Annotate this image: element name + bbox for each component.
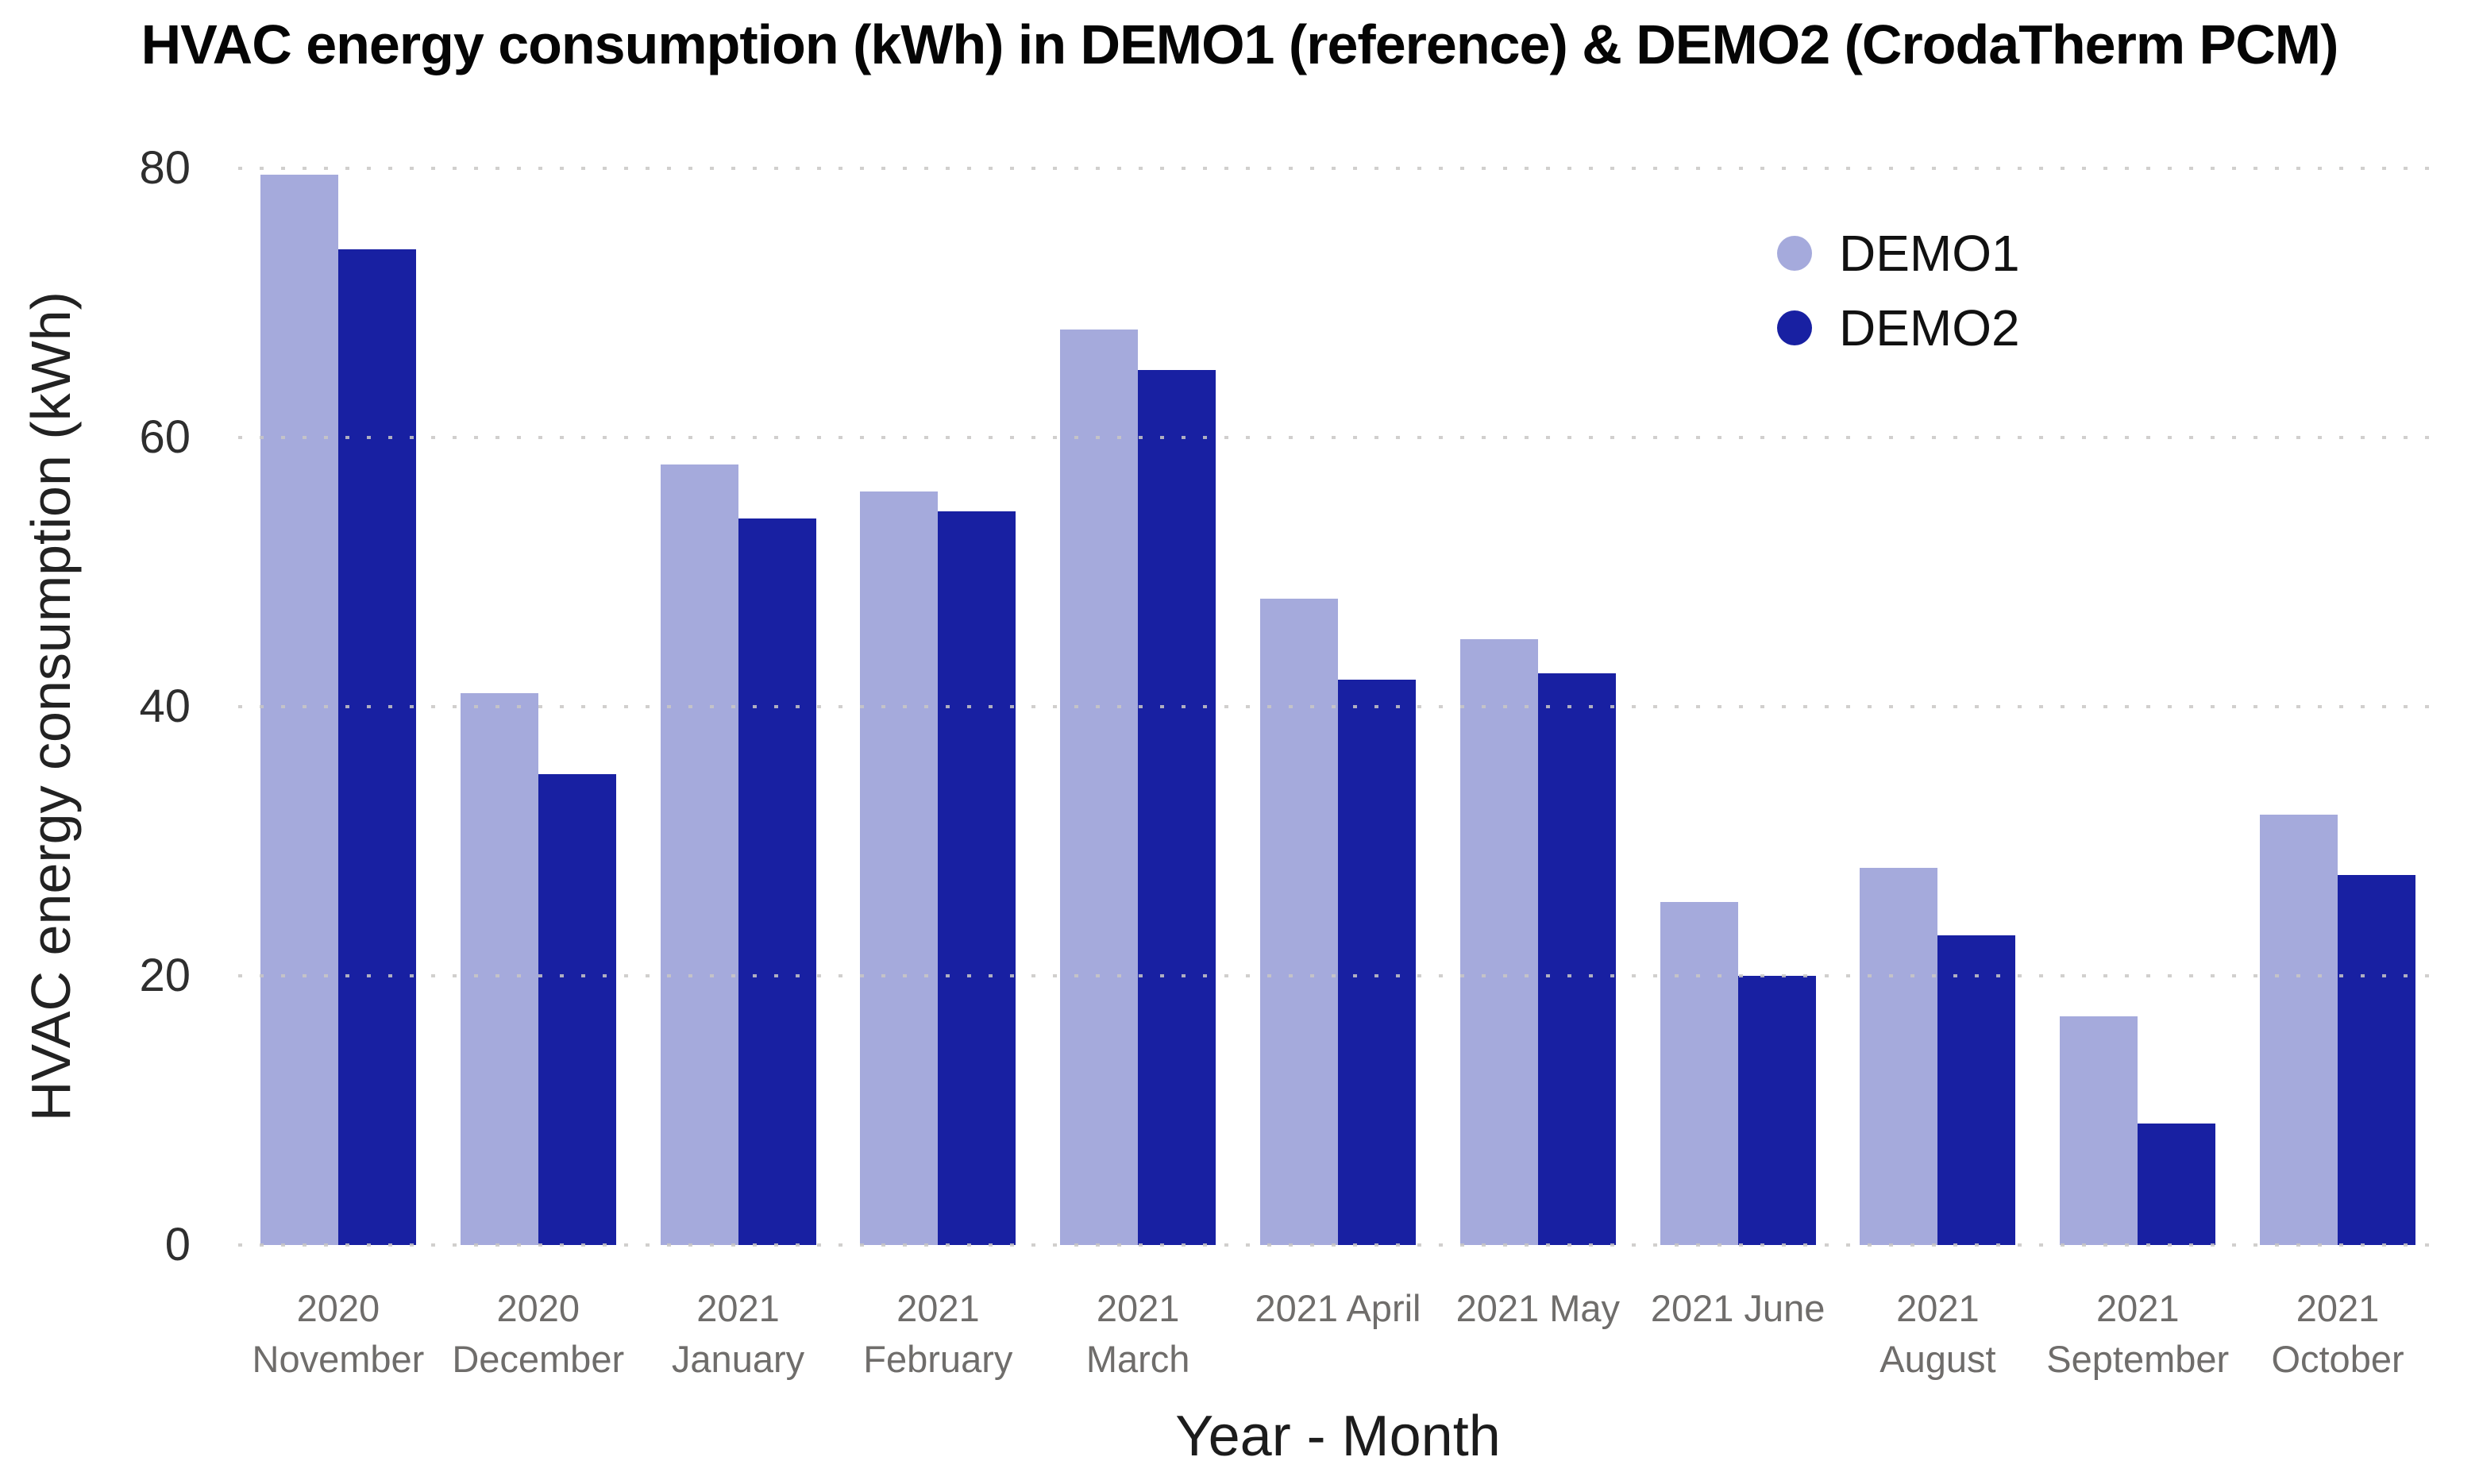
x-tick-label-2020-november: 2020 November (252, 1287, 425, 1380)
bar-demo2-2021-may[interactable] (1537, 673, 1616, 1245)
bar-group-2021-september (2038, 168, 2238, 1245)
legend: DEMO1 DEMO2 (1777, 224, 2020, 357)
gridline-60 (238, 436, 2438, 439)
gridline-20 (238, 974, 2438, 977)
bar-demo2-2021-january[interactable] (738, 518, 816, 1245)
y-tick-label-0: 0 (164, 1219, 191, 1270)
bar-demo2-2021-april[interactable] (1337, 680, 1416, 1245)
y-tick-label-40: 40 (139, 680, 191, 732)
bar-demo1-2021-march[interactable] (1060, 330, 1139, 1245)
bar-group-2021-january (638, 168, 839, 1245)
bar-demo2-2021-february[interactable] (938, 511, 1016, 1245)
gridline-40 (238, 705, 2438, 708)
bar-group-2021-august (1838, 168, 2038, 1245)
x-tick-label-2021-april: 2021 April (1255, 1287, 1421, 1329)
legend-item-demo2[interactable]: DEMO2 (1777, 299, 2020, 357)
bar-demo2-2021-august[interactable] (1937, 935, 2016, 1245)
bar-demo1-2021-may[interactable] (1459, 639, 1538, 1245)
x-tick-label-2021-january: 2021 January (671, 1287, 805, 1380)
bar-demo1-2020-december[interactable] (460, 693, 538, 1245)
x-tick-label-2021-june: 2021 June (1650, 1287, 1826, 1329)
bar-demo1-2021-february[interactable] (860, 491, 939, 1245)
bar-demo2-2021-march[interactable] (1138, 370, 1216, 1245)
chart-title: HVAC energy consumption (kWh) in DEMO1 (… (141, 13, 2339, 75)
x-tick-label-2021-may: 2021 May (1455, 1287, 1620, 1329)
plot-area (238, 167, 2438, 1247)
bar-group-2020-december (438, 168, 638, 1245)
bar-demo1-2021-october[interactable] (2260, 814, 2338, 1245)
bar-demo1-2021-august[interactable] (1860, 868, 1938, 1245)
x-axis-tick-labels: 2020 November 2020 December 2021 January 2021 F… (238, 1283, 2438, 1385)
x-tick-label-2021-august: 2021 August (1879, 1287, 1996, 1380)
bar-demo1-2021-september[interactable] (2060, 1016, 2138, 1245)
bar-group-2021-june (1638, 168, 1838, 1245)
legend-swatch-demo2-icon (1777, 310, 1812, 345)
x-tick-label-2021-september: 2021 September (2046, 1287, 2230, 1380)
legend-label-demo1: DEMO1 (1839, 225, 2020, 282)
x-tick-label-2021-march: 2021 March (1085, 1287, 1190, 1380)
bar-demo2-2021-october[interactable] (2338, 874, 2416, 1245)
bar-group-2021-october (2238, 168, 2438, 1245)
bar-demo2-2021-september[interactable] (2138, 1124, 2216, 1245)
x-tick-label-2020-december: 2020 December (452, 1287, 625, 1380)
x-tick-label-2021-october: 2021 October (2271, 1287, 2404, 1380)
y-tick-label-20: 20 (139, 950, 191, 1001)
y-tick-label-80: 80 (139, 142, 191, 194)
bar-demo1-2020-november[interactable] (260, 175, 338, 1245)
bar-group-2021-march (1038, 168, 1238, 1245)
legend-label-demo2: DEMO2 (1839, 299, 2020, 357)
y-tick-label-60: 60 (139, 411, 191, 463)
x-axis-title: Year - Month (1175, 1405, 1501, 1468)
legend-item-demo1[interactable]: DEMO1 (1777, 224, 2020, 283)
gridline-0 (238, 1243, 2438, 1247)
bar-demo2-2020-december[interactable] (538, 773, 616, 1245)
bar-group-2021-february (838, 168, 1038, 1245)
bar-groups (238, 168, 2438, 1245)
gridline-80 (238, 167, 2438, 170)
bar-demo2-2020-november[interactable] (337, 249, 416, 1245)
bar-demo1-2021-april[interactable] (1259, 599, 1338, 1245)
bar-group-2020-november (238, 168, 438, 1245)
bar-demo1-2021-january[interactable] (660, 464, 738, 1245)
legend-swatch-demo1-icon (1777, 236, 1812, 271)
bar-demo2-2021-june[interactable] (1737, 976, 1816, 1245)
bar-group-2021-may (1438, 168, 1638, 1245)
bar-demo1-2021-june[interactable] (1660, 901, 1738, 1245)
x-tick-label-2021-february: 2021 February (863, 1287, 1013, 1380)
